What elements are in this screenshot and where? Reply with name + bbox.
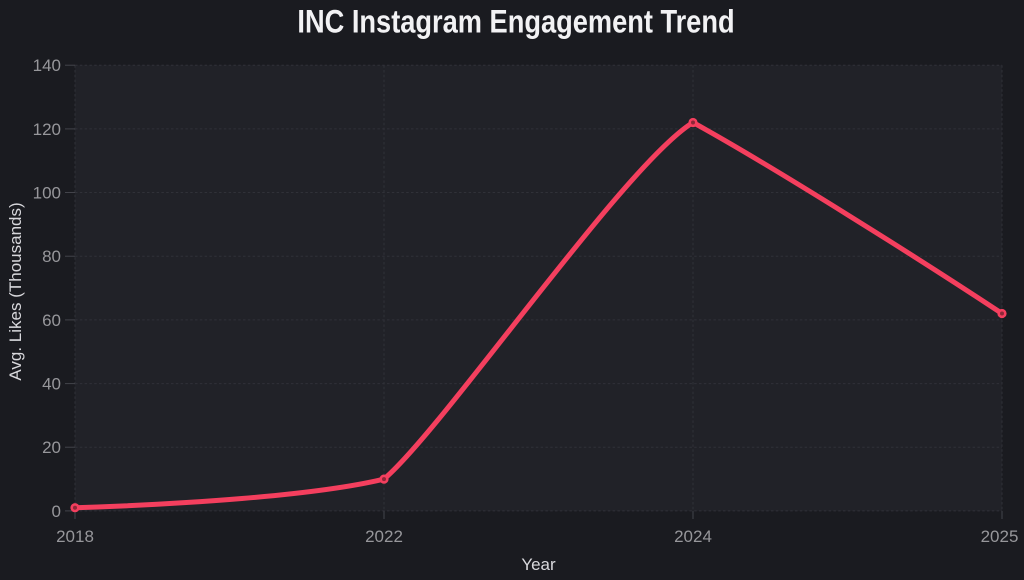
- svg-text:20: 20: [42, 438, 61, 457]
- svg-text:80: 80: [42, 247, 61, 266]
- svg-text:100: 100: [33, 184, 61, 203]
- svg-text:2024: 2024: [674, 527, 712, 546]
- svg-text:Avg. Likes (Thousands): Avg. Likes (Thousands): [6, 202, 25, 380]
- svg-text:2025: 2025: [981, 527, 1019, 546]
- svg-text:0: 0: [52, 502, 61, 521]
- svg-text:INC Instagram Engagement Trend: INC Instagram Engagement Trend: [297, 4, 734, 40]
- svg-text:120: 120: [33, 120, 61, 139]
- svg-text:Year: Year: [521, 555, 556, 574]
- svg-text:2018: 2018: [56, 527, 94, 546]
- svg-text:2022: 2022: [365, 527, 403, 546]
- svg-text:60: 60: [42, 311, 61, 330]
- svg-text:140: 140: [33, 56, 61, 75]
- svg-text:40: 40: [42, 375, 61, 394]
